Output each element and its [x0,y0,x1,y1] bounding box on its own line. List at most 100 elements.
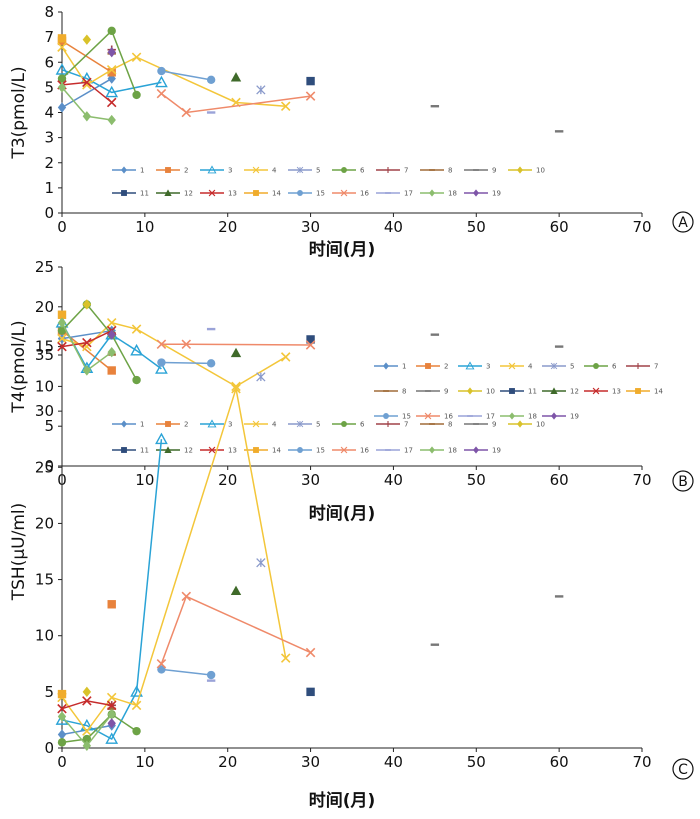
legend-label: 6 [360,167,365,175]
series-line [161,668,212,676]
legend-item: 8 [420,421,452,429]
data-point [430,105,440,108]
legend-item: 15 [288,190,325,198]
x-tick-label: 70 [632,218,651,236]
data-point [305,340,316,350]
legend-marker [550,387,558,394]
data-point [107,718,116,729]
data-point [57,729,67,740]
legend-marker [340,446,348,454]
y-axis-title: TSH(μU/ml) [9,503,29,602]
legend-item: 5 [288,167,320,175]
legend-item: 3 [458,361,490,371]
x-tick-label: 20 [218,753,237,771]
data-point [230,72,242,82]
data-point [82,111,92,122]
legend-label: 18 [448,447,457,455]
legend-label: 12 [184,447,193,455]
y-tick-label: 3 [44,129,54,147]
data-point [430,643,440,646]
series-4 [57,42,291,111]
legend-marker [121,166,127,174]
data-point [107,709,116,720]
series-13 [57,325,117,352]
data-point [82,77,92,88]
data-point [155,432,168,445]
legend-marker [208,189,216,197]
x-tick-label: 70 [632,753,651,771]
legend-label: 7 [404,421,408,429]
legend-item: 12 [156,189,193,198]
data-point [57,74,67,83]
series-11 [306,687,315,697]
legend-label: 17 [486,413,495,421]
legend-marker [253,190,259,196]
series-line [61,321,287,388]
series-9 [430,595,564,646]
data-point [256,372,266,382]
legend-marker [517,166,523,174]
legend-marker [517,420,523,428]
legend-item: 10 [458,387,495,396]
data-point [106,700,117,711]
y-tick-label: 2 [44,154,54,172]
series-line [161,361,212,365]
data-point [105,732,119,744]
legend-marker [207,165,217,174]
series-9 [430,333,564,348]
legend-marker [383,390,389,392]
data-point [107,47,116,58]
series-9 [430,105,564,133]
legend-item: 9 [464,167,496,175]
legend-item: 16 [332,190,369,198]
y-tick-label: 5 [44,417,54,435]
x-tick-label: 50 [467,218,486,236]
series-15 [157,66,216,85]
series-line [61,303,138,381]
series-14 [57,34,67,43]
data-point [57,317,67,328]
x-tick-label: 40 [384,218,403,236]
y-tick-label: 0 [44,739,54,757]
legend-marker [385,167,391,173]
legend-item: 8 [420,167,452,175]
panel-A: 0 10 20 30 40 50 60 70012345678时间(月)T3(pmol/L)A… [9,3,694,260]
legend-item: 13 [200,447,237,455]
data-point [107,329,116,340]
data-point [80,718,94,731]
legend-label: 1 [402,363,406,371]
legend-marker [424,412,432,420]
legend-label: 17 [404,447,413,455]
legend-item: 9 [416,388,448,396]
y-tick-label: 20 [35,298,54,316]
legend-label: 14 [654,388,663,396]
data-point [82,299,92,310]
data-point [82,740,92,751]
legend-item: 14 [244,190,281,198]
data-point [57,34,67,43]
legend-item: 9 [464,421,496,429]
legend-marker [473,423,479,425]
series-line [160,595,311,665]
legend-marker [508,362,516,370]
legend-item: 7 [626,363,658,371]
data-point [157,665,166,674]
legend-label: 16 [360,190,369,198]
series-line [61,69,162,94]
series-line [61,388,287,733]
legend-marker [164,446,172,453]
legend-marker [253,447,259,453]
legend-marker [252,166,260,174]
y-tick-label: 0 [44,457,54,475]
legend-label: 6 [612,363,617,371]
legend-label: 2 [184,421,188,429]
y-tick-label: 5 [44,683,54,701]
legend-marker [385,192,391,194]
legend-item: 18 [420,446,457,455]
legend-item: 19 [542,412,579,421]
legend-item: 5 [542,363,574,371]
data-point [231,381,241,392]
data-point [106,692,117,703]
